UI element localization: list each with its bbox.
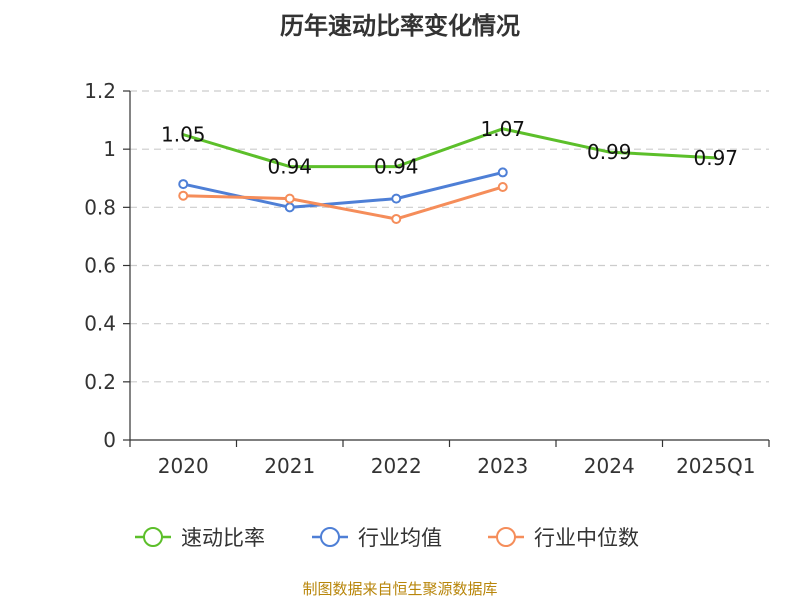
data-label: 0.94 — [374, 155, 419, 179]
data-point[interactable] — [714, 156, 718, 160]
source-note: 制图数据来自恒生聚源数据库 — [302, 580, 498, 598]
data-label: 1.05 — [161, 123, 206, 147]
legend: 速动比率 行业均值 行业中位数 — [135, 526, 639, 550]
data-label-layer: 1.05 0.94 0.94 1.07 0.99 0.97 — [161, 117, 738, 179]
data-point[interactable] — [607, 150, 611, 154]
y-tick-label: 1 — [103, 137, 116, 161]
series-layer — [178, 127, 718, 224]
y-tick-label: 0.6 — [84, 254, 116, 278]
axis-layer: 0 0.2 0.4 0.6 0.8 1 1.2 2020 2021 2022 2023 2024 202… — [84, 79, 770, 478]
data-point[interactable] — [501, 127, 505, 131]
legend-item[interactable]: 行业均值 — [312, 526, 442, 550]
data-point[interactable] — [288, 165, 292, 169]
data-point[interactable] — [391, 193, 402, 204]
series-line — [183, 185, 504, 221]
data-point[interactable] — [181, 133, 185, 137]
legend-label: 行业均值 — [358, 526, 442, 550]
data-point[interactable] — [178, 179, 189, 190]
data-point[interactable] — [394, 165, 398, 169]
x-tick-label: 2025Q1 — [676, 454, 755, 478]
y-tick-label: 0 — [103, 428, 116, 452]
legend-label: 速动比率 — [181, 526, 265, 550]
chart-title: 历年速动比率变化情况 — [280, 12, 520, 40]
legend-marker — [496, 527, 516, 547]
data-point[interactable] — [284, 202, 295, 213]
data-point[interactable] — [391, 213, 402, 224]
x-tick-label: 2023 — [477, 454, 528, 478]
legend-marker — [320, 527, 340, 547]
legend-label: 行业中位数 — [534, 526, 639, 550]
data-label: 0.99 — [587, 140, 632, 164]
data-point[interactable] — [497, 181, 508, 192]
data-point[interactable] — [178, 190, 189, 201]
grid-layer — [130, 90, 769, 383]
series-line — [182, 127, 716, 169]
y-tick-label: 0.8 — [84, 195, 116, 219]
x-tick-label: 2024 — [584, 454, 635, 478]
x-tick-label: 2020 — [158, 454, 209, 478]
legend-marker — [143, 527, 163, 547]
y-tick-label: 1.2 — [84, 79, 116, 103]
data-label: 1.07 — [480, 117, 525, 141]
x-tick-label: 2021 — [264, 454, 315, 478]
x-tick-label: 2022 — [371, 454, 422, 478]
legend-item[interactable]: 行业中位数 — [488, 526, 639, 550]
data-label: 0.94 — [267, 155, 312, 179]
y-tick-label: 0.4 — [84, 312, 116, 336]
y-tick-label: 0.2 — [84, 370, 116, 394]
data-point[interactable] — [497, 167, 508, 178]
data-label: 0.97 — [693, 146, 738, 170]
data-point[interactable] — [284, 193, 295, 204]
legend-item[interactable]: 速动比率 — [135, 526, 265, 550]
